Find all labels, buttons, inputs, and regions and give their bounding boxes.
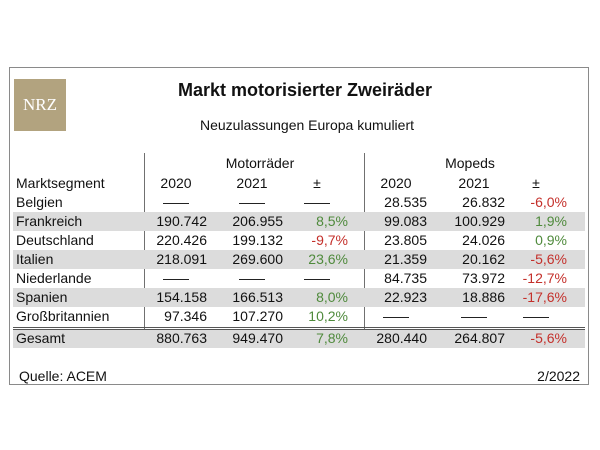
dash-marker xyxy=(239,202,265,204)
dash-marker xyxy=(304,202,330,204)
cell-segment: Gesamt xyxy=(16,330,66,346)
header-mopeds-2020: 2020 xyxy=(380,175,412,191)
cell-mopeds-2021: 20.162 xyxy=(462,251,505,267)
cell-motorraeder-change xyxy=(286,193,348,212)
cell-mopeds-change xyxy=(505,307,567,326)
header-mopeds-2021: 2021 xyxy=(458,175,490,191)
cell-motorraeder-2020 xyxy=(145,269,207,288)
cell-motorraeder-change xyxy=(286,269,348,288)
header-motorraeder-change: ± xyxy=(313,175,321,191)
cell-motorraeder-2021: 206.955 xyxy=(232,213,283,229)
cell-mopeds-change: -5,6% xyxy=(530,251,567,267)
cell-mopeds-change: 0,9% xyxy=(535,232,567,248)
cell-mopeds-2020: 21.359 xyxy=(384,251,427,267)
cell-motorraeder-change: 7,8% xyxy=(316,330,348,346)
cell-mopeds-2021 xyxy=(443,307,505,326)
cell-mopeds-change: 1,9% xyxy=(535,213,567,229)
dash-marker xyxy=(163,278,189,280)
cell-mopeds-2021: 100.929 xyxy=(454,213,505,229)
cell-mopeds-2020: 99.083 xyxy=(384,213,427,229)
cell-mopeds-change: -6,0% xyxy=(530,194,567,210)
total-separator xyxy=(13,327,585,328)
cell-motorraeder-2021: 269.600 xyxy=(232,251,283,267)
cell-mopeds-2020: 23.805 xyxy=(384,232,427,248)
dash-marker xyxy=(163,202,189,204)
cell-motorraeder-2020: 190.742 xyxy=(156,213,207,229)
cell-mopeds-2020 xyxy=(365,307,427,326)
header-segment: Marktsegment xyxy=(16,175,105,191)
cell-mopeds-change: -12,7% xyxy=(522,270,567,286)
group-header-motorraeder: Motorräder xyxy=(225,155,295,171)
header-motorraeder-2021: 2021 xyxy=(236,175,268,191)
page-title: Markt motorisierter Zweiräder xyxy=(177,80,433,100)
cell-motorraeder-2021 xyxy=(221,193,283,212)
nrz-logo: NRZ xyxy=(14,79,66,131)
table-header-row: Marktsegment 2020 2021 ±2020 2021 ± xyxy=(13,174,585,193)
cell-mopeds-2020: 84.735 xyxy=(384,270,427,286)
cell-segment: Spanien xyxy=(16,289,68,305)
cell-mopeds-2020: 22.923 xyxy=(384,289,427,305)
cell-segment: Deutschland xyxy=(16,232,94,248)
cell-motorraeder-change: -9,7% xyxy=(311,232,348,248)
dash-marker xyxy=(523,316,549,318)
page-subtitle: Neuzulassungen Europa kumuliert xyxy=(199,117,414,133)
cell-motorraeder-2021: 949.470 xyxy=(232,330,283,346)
cell-motorraeder-2020: 220.426 xyxy=(156,232,207,248)
total-row: Gesamt 880.763 949.470 7,8% 280.440 264.807 -5… xyxy=(13,329,585,348)
cell-segment: Niederlande xyxy=(16,270,92,286)
cell-motorraeder-2021: 199.132 xyxy=(232,232,283,248)
dash-marker xyxy=(239,278,265,280)
header-motorraeder-2020: 2020 xyxy=(160,175,192,191)
cell-motorraeder-change: 10,2% xyxy=(308,308,348,324)
cell-mopeds-2021: 18.886 xyxy=(462,289,505,305)
cell-mopeds-change: -17,6% xyxy=(522,289,567,305)
dash-marker xyxy=(461,316,487,318)
cell-mopeds-2021: 24.026 xyxy=(462,232,505,248)
table-row: Italien 218.091 269.600 23,6% 21.359 20.162 -5… xyxy=(13,250,585,269)
source-label: Quelle: ACEM xyxy=(19,368,107,384)
table-row: Deutschland 220.426 199.132 -9,7% 23.805 24.0… xyxy=(13,231,585,250)
dash-marker xyxy=(304,278,330,280)
cell-segment: Großbritannien xyxy=(16,308,110,324)
cell-mopeds-2021: 73.972 xyxy=(462,270,505,286)
cell-motorraeder-change: 23,6% xyxy=(308,251,348,267)
cell-motorraeder-2021: 166.513 xyxy=(232,289,283,305)
cell-motorraeder-change: 8,5% xyxy=(316,213,348,229)
cell-mopeds-2021: 26.832 xyxy=(462,194,505,210)
cell-motorraeder-2021 xyxy=(221,269,283,288)
cell-mopeds-2021: 264.807 xyxy=(454,330,505,346)
cell-mopeds-change: -5,6% xyxy=(530,330,567,346)
cell-mopeds-2020: 280.440 xyxy=(376,330,427,346)
cell-motorraeder-2020: 880.763 xyxy=(156,330,207,346)
cell-motorraeder-2021: 107.270 xyxy=(232,308,283,324)
table-row: Belgien 28.535 26.832 -6,0% xyxy=(13,193,585,212)
group-header-mopeds: Mopeds xyxy=(445,155,495,171)
cell-segment: Frankreich xyxy=(16,213,83,229)
cell-segment: Belgien xyxy=(16,194,63,210)
table-row: Großbritannien 97.346 107.270 10,2% xyxy=(13,307,585,326)
total-separator-double xyxy=(13,329,585,330)
table-row: Niederlande 84.735 73.972 -12,7% xyxy=(13,269,585,288)
table-row: Frankreich 190.742 206.955 8,5% 99.083 100.92… xyxy=(13,212,585,231)
cell-motorraeder-2020: 218.091 xyxy=(156,251,207,267)
dash-marker xyxy=(383,316,409,318)
table-row: Spanien 154.158 166.513 8,0% 22.923 18.886 -17… xyxy=(13,288,585,307)
cell-mopeds-2020: 28.535 xyxy=(384,194,427,210)
cell-motorraeder-change: 8,0% xyxy=(316,289,348,305)
date-label: 2/2022 xyxy=(537,368,580,384)
header-mopeds-change: ± xyxy=(532,175,540,191)
cell-motorraeder-2020: 97.346 xyxy=(164,308,207,324)
cell-motorraeder-2020: 154.158 xyxy=(156,289,207,305)
cell-motorraeder-2020 xyxy=(145,193,207,212)
cell-segment: Italien xyxy=(16,251,54,267)
